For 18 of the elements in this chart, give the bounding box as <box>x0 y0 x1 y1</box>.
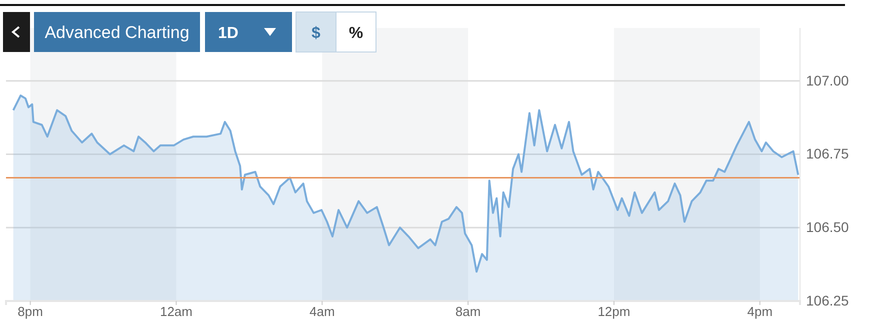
x-tick-label: 4am <box>309 304 335 320</box>
dollar-toggle: $ <box>296 12 336 52</box>
x-tick-label: 12pm <box>598 304 630 320</box>
annotation: Advanced Charting <box>44 23 190 42</box>
annotation: 1D <box>218 25 238 42</box>
period-dropdown: 1D <box>205 12 292 52</box>
annotation: $ <box>312 25 321 42</box>
y-tick-label: 106.50 <box>806 219 850 236</box>
y-tick-label: 107.00 <box>806 72 850 88</box>
y-tick-label: 106.25 <box>806 292 850 308</box>
advanced-charting-button: Advanced Charting <box>34 12 200 52</box>
x-tick-label: 8am <box>455 304 481 320</box>
x-tick-label: 12am <box>160 304 192 320</box>
percent-toggle: % <box>336 12 376 52</box>
y-tick-label: 106.75 <box>806 146 850 162</box>
x-tick-label: 4pm <box>747 304 773 320</box>
annotation: % <box>348 25 364 42</box>
x-tick-label: 8pm <box>18 304 43 320</box>
